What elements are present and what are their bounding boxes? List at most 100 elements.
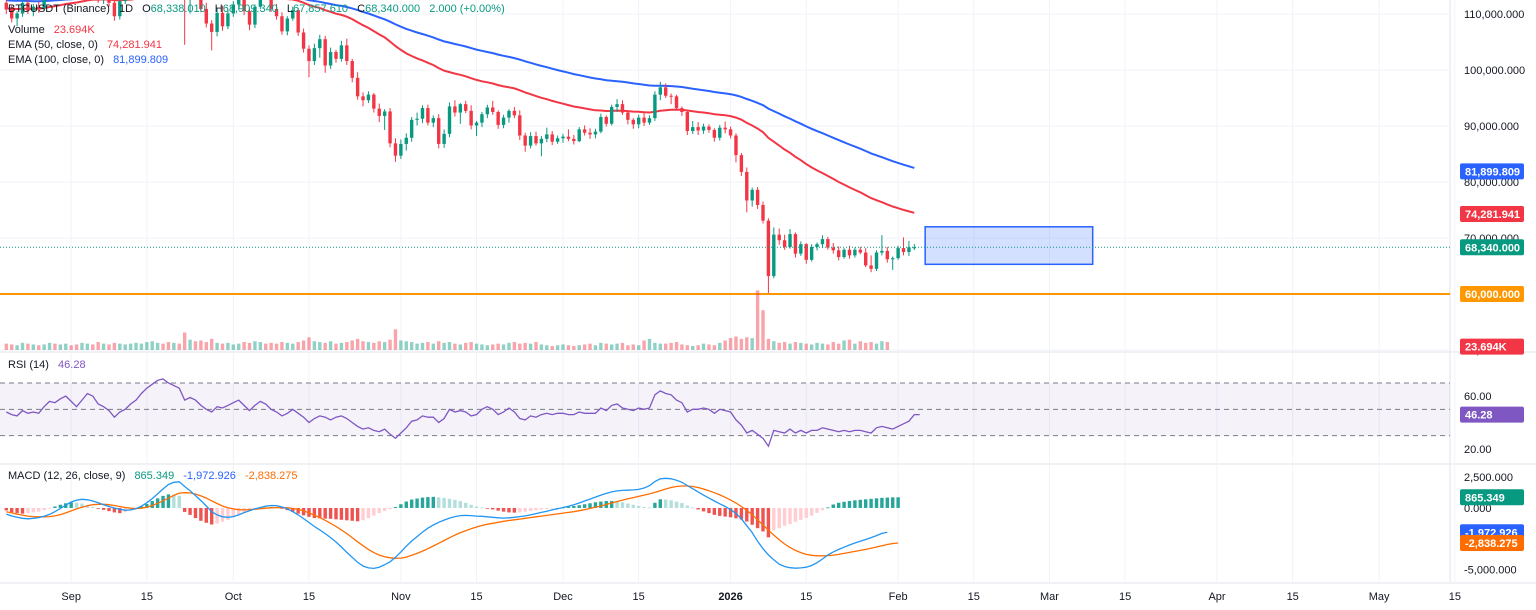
candle[interactable]	[718, 124, 722, 141]
candle[interactable]	[15, 11, 19, 27]
candle[interactable]	[102, 0, 105, 4]
candle[interactable]	[280, 12, 284, 35]
candle[interactable]	[907, 240, 911, 256]
candle[interactable]	[437, 114, 441, 149]
price-pane[interactable]	[0, 0, 1450, 295]
candle[interactable]	[658, 81, 663, 101]
candle[interactable]	[361, 92, 365, 107]
candle[interactable]	[615, 99, 619, 112]
ema50-legend[interactable]: EMA (50, close, 0) 74,281.941	[8, 38, 162, 53]
candle[interactable]	[788, 229, 792, 249]
candle[interactable]	[231, 1, 236, 17]
candle[interactable]	[550, 131, 554, 146]
candle[interactable]	[885, 246, 890, 263]
candle[interactable]	[453, 100, 457, 117]
candle[interactable]	[382, 109, 387, 130]
candle[interactable]	[409, 117, 414, 142]
candle[interactable]	[118, 0, 122, 20]
candle[interactable]	[896, 245, 900, 260]
candle[interactable]	[874, 250, 879, 272]
symbol-name[interactable]: BTCUSDT	[8, 3, 60, 15]
candle[interactable]	[247, 8, 252, 31]
candle[interactable]	[296, 7, 300, 36]
candle[interactable]	[485, 104, 490, 119]
candle[interactable]	[604, 115, 608, 127]
candle[interactable]	[269, 0, 273, 12]
candle[interactable]	[620, 100, 625, 115]
candle[interactable]	[420, 105, 425, 124]
candle[interactable]	[782, 234, 787, 250]
candle[interactable]	[728, 126, 733, 139]
candle[interactable]	[107, 0, 111, 7]
candle[interactable]	[291, 6, 295, 21]
candle[interactable]	[328, 47, 333, 69]
ema50-line[interactable]	[6, 0, 915, 214]
candle[interactable]	[712, 128, 717, 142]
candle[interactable]	[474, 120, 479, 137]
candle[interactable]	[237, 0, 241, 11]
candle[interactable]	[4, 0, 8, 14]
candle[interactable]	[772, 227, 776, 279]
candle[interactable]	[350, 58, 354, 83]
volume-legend[interactable]: Volume 23.694K	[8, 23, 95, 38]
candle[interactable]	[880, 235, 884, 256]
candle[interactable]	[680, 106, 684, 116]
candle[interactable]	[226, 9, 230, 30]
candle[interactable]	[707, 124, 711, 133]
candle[interactable]	[534, 131, 538, 146]
interval-label[interactable]: 1D	[118, 3, 134, 15]
candle[interactable]	[447, 102, 452, 138]
candle[interactable]	[642, 113, 646, 126]
candle[interactable]	[869, 255, 873, 273]
candle[interactable]	[366, 91, 371, 104]
candle[interactable]	[458, 103, 463, 124]
candle[interactable]	[858, 246, 862, 255]
candle[interactable]	[377, 103, 381, 123]
candle[interactable]	[696, 122, 700, 135]
macd-signal-line[interactable]	[6, 485, 899, 559]
candle[interactable]	[345, 38, 349, 65]
candle[interactable]	[404, 133, 408, 151]
candle[interactable]	[734, 133, 738, 163]
candle[interactable]	[209, 20, 214, 51]
macd-legend[interactable]: MACD (12, 26, close, 9) 865.349 -1,972.9…	[8, 469, 298, 484]
candle[interactable]	[685, 110, 690, 135]
candle[interactable]	[853, 247, 857, 258]
candle[interactable]	[793, 232, 798, 258]
ema100-legend[interactable]: EMA (100, close, 0) 81,899.809	[8, 53, 168, 68]
candle[interactable]	[539, 136, 544, 157]
candle[interactable]	[820, 235, 825, 249]
candle[interactable]	[42, 0, 46, 11]
candle[interactable]	[561, 133, 565, 143]
candle[interactable]	[863, 248, 868, 268]
candle[interactable]	[10, 5, 14, 23]
candle[interactable]	[204, 2, 208, 28]
candle[interactable]	[626, 110, 630, 125]
candle[interactable]	[215, 8, 219, 37]
rsi-pane[interactable]	[0, 378, 1450, 448]
candle[interactable]	[220, 5, 225, 31]
candle[interactable]	[464, 100, 468, 114]
candle[interactable]	[664, 83, 668, 98]
candle[interactable]	[777, 228, 781, 245]
candle[interactable]	[572, 134, 576, 145]
candle[interactable]	[188, 0, 191, 14]
candle[interactable]	[415, 112, 419, 126]
candle[interactable]	[809, 244, 814, 262]
candle[interactable]	[518, 110, 522, 140]
candle[interactable]	[20, 0, 25, 17]
candle[interactable]	[528, 132, 533, 149]
candle[interactable]	[339, 40, 344, 62]
candle[interactable]	[842, 248, 846, 259]
candle[interactable]	[323, 35, 327, 73]
candle[interactable]	[593, 128, 598, 139]
candle[interactable]	[469, 105, 473, 130]
candle[interactable]	[701, 123, 706, 134]
candle[interactable]	[647, 115, 652, 125]
ema100-line[interactable]	[6, 0, 915, 169]
candle[interactable]	[891, 256, 895, 270]
macd-pane[interactable]	[4, 477, 900, 570]
candle[interactable]	[669, 93, 673, 105]
candle[interactable]	[274, 3, 279, 20]
